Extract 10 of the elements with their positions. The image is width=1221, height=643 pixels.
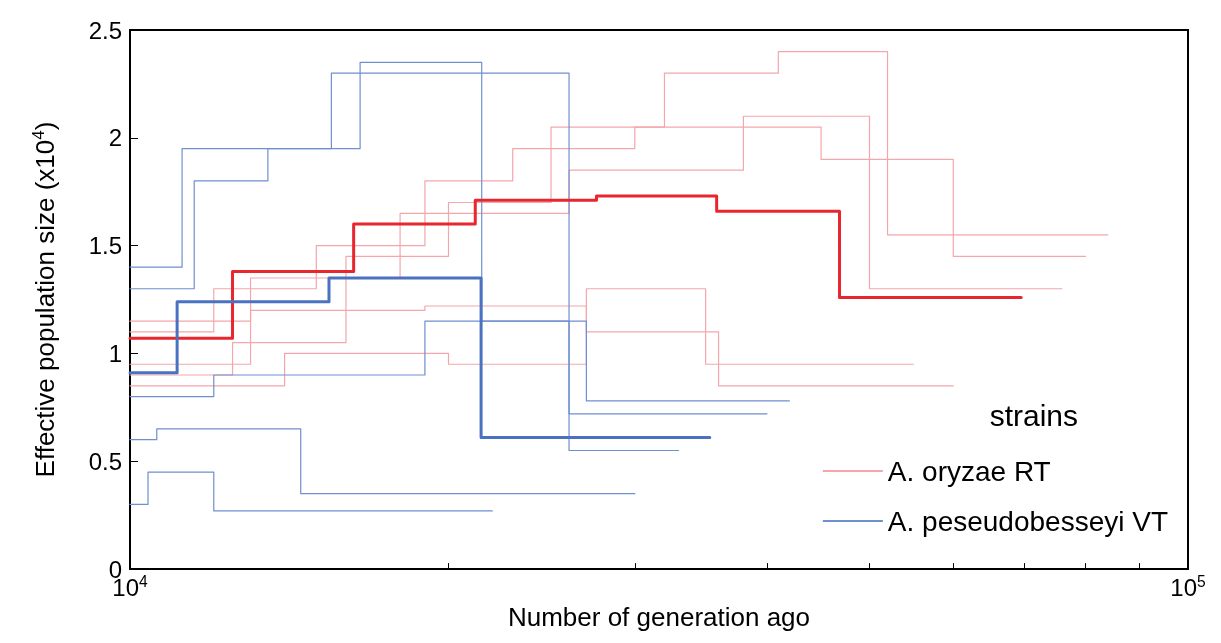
legend-label: A. peseudobesseyi VT xyxy=(887,505,1169,537)
y-tick-label: 2 xyxy=(108,124,122,152)
legend-label: A. oryzae RT xyxy=(887,455,1051,487)
y-axis-title: Effective population size (x104) xyxy=(29,121,60,478)
legend-title: strains xyxy=(989,398,1078,432)
y-tick-label: 2.5 xyxy=(88,16,122,44)
y-tick-label: 0.5 xyxy=(88,447,122,475)
y-tick-label: 1 xyxy=(108,339,122,367)
x-axis-title: Number of generation ago xyxy=(507,602,811,632)
y-tick-label: 1.5 xyxy=(88,232,122,260)
